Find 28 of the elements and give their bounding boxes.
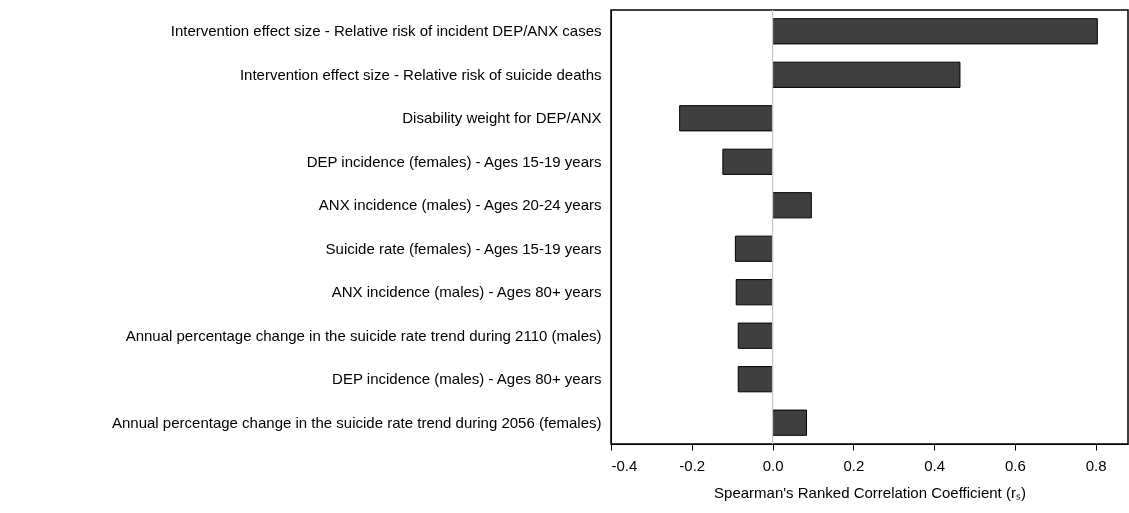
x-tick-label: -0.4: [611, 456, 638, 474]
x-tick-label: 0.8: [1085, 456, 1107, 474]
bar: [772, 409, 807, 436]
y-tick-label: DEP incidence (males) - Ages 80+ years: [332, 370, 602, 388]
y-tick-label: Suicide rate (females) - Ages 15-19 years: [325, 239, 602, 257]
bar: [772, 61, 961, 88]
y-tick-label: Intervention effect size - Relative risk of incident DEP/ANX cases: [170, 22, 602, 40]
x-tick-label: 0.0: [762, 456, 784, 474]
bar: [737, 322, 774, 349]
y-tick-label: Disability weight for DEP/ANX: [402, 109, 602, 127]
bar: [737, 366, 774, 393]
y-tick-label: Annual percentage change in the suicide rate trend during 2056 (females): [112, 413, 602, 431]
x-tick-label: 0.6: [1004, 456, 1026, 474]
bar: [735, 279, 774, 306]
bar: [734, 235, 774, 262]
y-tick-label: Annual percentage change in the suicide rate trend during 2110 (males): [125, 326, 602, 344]
bar: [679, 105, 774, 132]
y-tick-label: ANX incidence (males) - Ages 80+ years: [331, 283, 602, 301]
x-tick-label: 0.2: [843, 456, 865, 474]
y-tick-label: Intervention effect size - Relative risk of suicide deaths: [239, 65, 602, 83]
x-tick-label: -0.2: [679, 456, 706, 474]
x-axis-title: Spearman's Ranked Correlation Coefficient (rₛ): [714, 483, 1026, 501]
bar: [772, 192, 812, 219]
bar: [772, 18, 1098, 45]
y-tick-label: ANX incidence (males) - Ages 20-24 years: [318, 196, 602, 214]
y-tick-label: DEP incidence (females) - Ages 15-19 years: [306, 152, 602, 170]
bar: [722, 148, 774, 175]
x-tick-label: 0.4: [924, 456, 946, 474]
